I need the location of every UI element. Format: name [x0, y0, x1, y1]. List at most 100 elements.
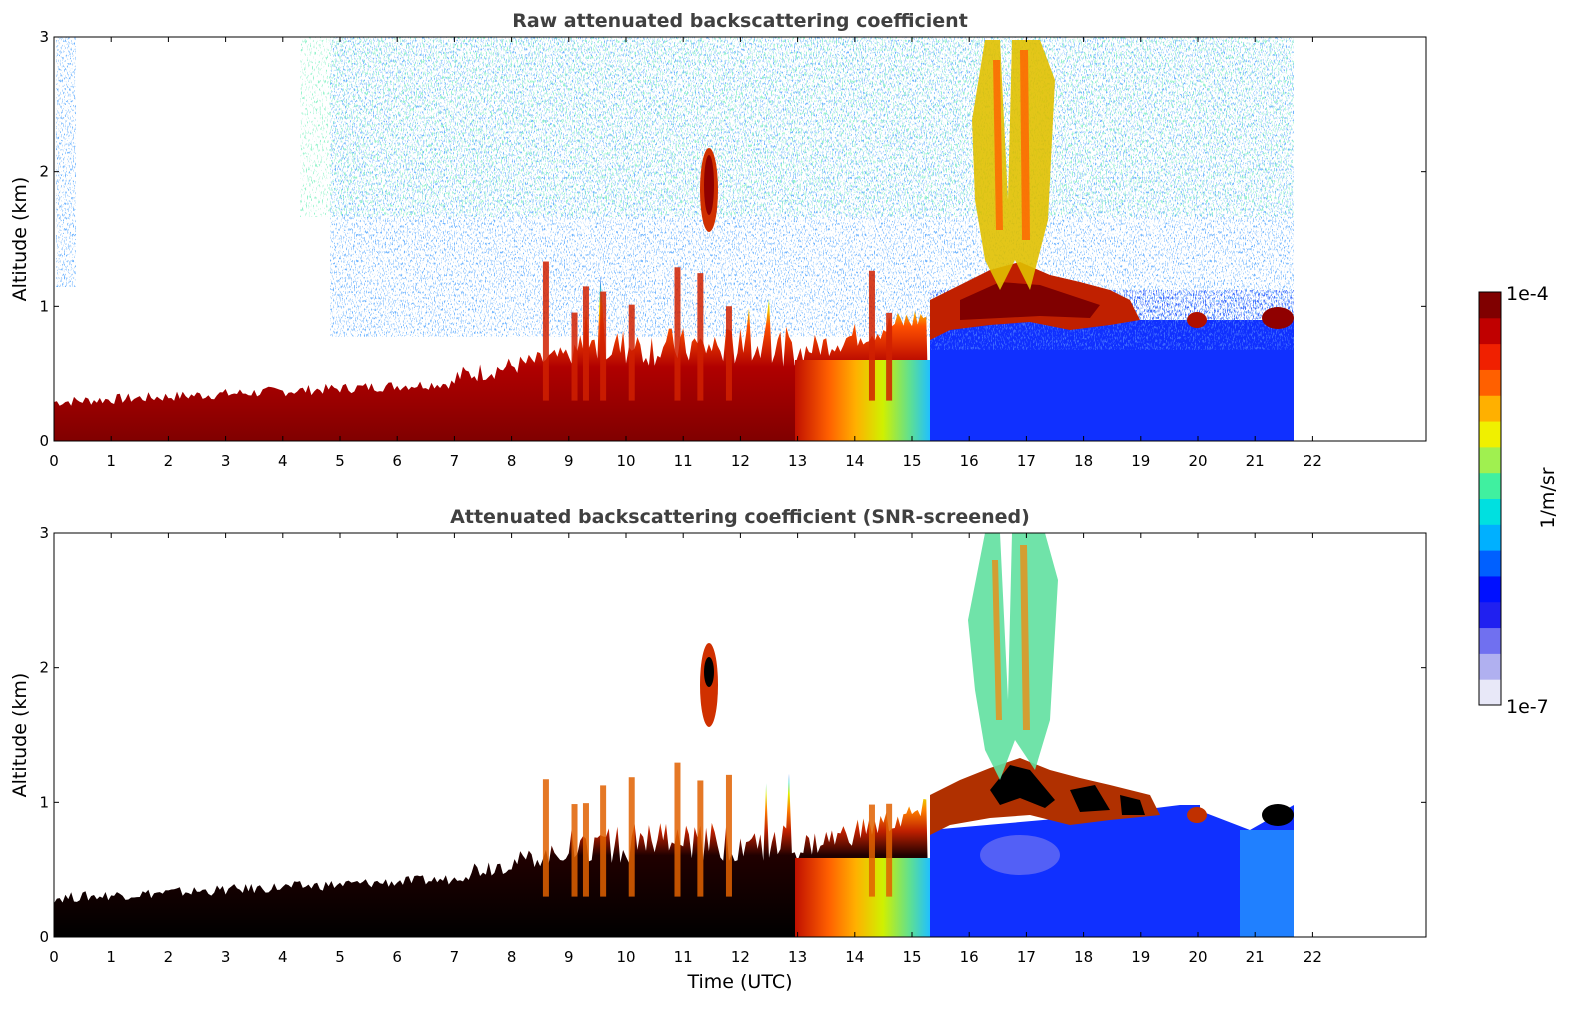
panel2-x-tick-label: 19 — [1131, 948, 1150, 966]
panel1-x-tick-label: 5 — [335, 452, 345, 470]
panel2-x-tick-label: 16 — [960, 948, 979, 966]
colorbar-band — [1479, 524, 1501, 551]
panel2-x-tick-label: 21 — [1246, 948, 1265, 966]
panel2-x-tick-label: 2 — [164, 948, 174, 966]
panel1-streak — [582, 286, 589, 401]
panel2-x-tick-label: 11 — [674, 948, 693, 966]
panel1-title: Raw attenuated backscattering coefficien… — [512, 10, 968, 32]
panel2-title: Attenuated backscattering coefficient (S… — [450, 506, 1030, 528]
panel2-x-tick-label: 10 — [616, 948, 635, 966]
panel2-mixed-layer — [795, 858, 930, 937]
panel2-streak — [542, 779, 549, 897]
panel1-streak — [628, 304, 635, 401]
panel1-streak — [725, 306, 732, 401]
colorbar-band — [1479, 575, 1501, 603]
panel1-x-tick-label: 12 — [731, 452, 750, 470]
panel1-x-tick-label: 0 — [49, 452, 59, 470]
colorbar-band — [1479, 653, 1501, 680]
panel1-boundary-layer — [54, 276, 930, 441]
panel1-x-tick-label: 15 — [902, 452, 921, 470]
panel2-y-axis: 0 1 2 3 — [39, 524, 1426, 946]
panel1-streaks — [542, 261, 893, 401]
panel1-streak — [571, 312, 578, 401]
panel2-y-tick-label: 0 — [39, 928, 49, 946]
colorbar-band — [1479, 550, 1501, 577]
panel2-streak — [674, 762, 681, 897]
panel1-mixed-layer — [795, 360, 930, 441]
panel2-y-tick-label: 1 — [39, 793, 49, 811]
panel1-x-tick-label: 3 — [221, 452, 231, 470]
colorbar-band — [1479, 472, 1501, 499]
panel1-x-tick-label: 4 — [278, 452, 288, 470]
panel1-x-tick-label: 18 — [1074, 452, 1093, 470]
panel1-y-axis: 0 1 2 3 — [39, 28, 1426, 450]
panel1-x-tick-label: 9 — [564, 452, 574, 470]
raw-backscatter-panel: Raw attenuated backscattering coefficien… — [9, 10, 1427, 470]
panel1-x-tick-label: 11 — [674, 452, 693, 470]
panel1-ylabel: Altitude (km) — [9, 177, 31, 302]
panel1-y-tick-label: 2 — [39, 163, 49, 181]
panel2-streak — [886, 803, 893, 897]
panel2-x-tick-label: 15 — [902, 948, 921, 966]
panel1-streak — [674, 267, 681, 401]
panel2-x-tick-label: 0 — [49, 948, 59, 966]
colorbar-band — [1479, 421, 1501, 448]
panel1-y-tick-label: 0 — [39, 432, 49, 450]
panel1-x-tick-label: 16 — [960, 452, 979, 470]
panel1-streak — [600, 291, 607, 401]
colorbar: 1e-4 1e-7 1/m/sr — [1478, 283, 1559, 718]
panel2-y-tick-label: 2 — [39, 659, 49, 677]
colorbar-band — [1479, 679, 1501, 706]
panel1-high-plumes — [972, 40, 1055, 290]
snr-screened-panel: Attenuated backscattering coefficient (S… — [9, 506, 1427, 993]
colorbar-band — [1479, 601, 1501, 629]
panel2-boundary-layer — [54, 773, 930, 937]
panel2-x-tick-label: 5 — [335, 948, 345, 966]
panel1-x-tick-label: 13 — [788, 452, 807, 470]
panel2-x-tick-label: 18 — [1074, 948, 1093, 966]
panel1-streak — [886, 312, 893, 401]
panel2-x-tick-label: 22 — [1303, 948, 1322, 966]
panel2-streak — [725, 774, 732, 897]
panel2-streak — [600, 785, 607, 897]
colorbar-band — [1479, 395, 1501, 422]
panel2-x-tick-label: 13 — [788, 948, 807, 966]
panel1-x-tick-label: 1 — [106, 452, 116, 470]
panel1-x-tick-label: 21 — [1246, 452, 1265, 470]
colorbar-band — [1479, 292, 1501, 319]
panel2-x-tick-label: 7 — [450, 948, 460, 966]
panel2-x-axis: 0 1 2 3 4 5 6 7 8 9 10 11 12 13 14 15 16 17 18 19 20 21 22 — [49, 533, 1322, 966]
panel2-x-tick-label: 17 — [1017, 948, 1036, 966]
panel1-streak — [868, 270, 875, 401]
panel2-heatmap — [54, 533, 1426, 937]
panel1-streak — [542, 261, 549, 401]
panel2-streak — [571, 804, 578, 897]
panel1-x-tick-label: 14 — [845, 452, 864, 470]
colorbar-unit-label: 1/m/sr — [1537, 467, 1559, 528]
panel1-x-tick-label: 22 — [1303, 452, 1322, 470]
panel2-x-tick-label: 12 — [731, 948, 750, 966]
panel1-x-tick-label: 2 — [164, 452, 174, 470]
panel1-noise-early — [56, 37, 76, 287]
panel1-x-tick-label: 19 — [1131, 452, 1150, 470]
panel1-x-tick-label: 17 — [1017, 452, 1036, 470]
panel2-ylabel: Altitude (km) — [9, 673, 31, 798]
panel2-x-tick-label: 8 — [507, 948, 517, 966]
colorbar-band — [1479, 369, 1501, 396]
panel2-high-plumes — [968, 533, 1058, 780]
colorbar-max-label: 1e-4 — [1506, 283, 1549, 305]
panel2-y-tick-label: 3 — [39, 524, 49, 542]
panel2-x-tick-label: 6 — [392, 948, 402, 966]
panel2-streak — [697, 780, 704, 897]
panel2-streaks — [542, 762, 893, 897]
panel2-x-tick-label: 9 — [564, 948, 574, 966]
panel1-noise-cyan — [300, 37, 1294, 217]
panel2-x-tick-label: 1 — [106, 948, 116, 966]
panel2-streak — [868, 804, 875, 897]
panel2-xlabel: Time (UTC) — [686, 971, 792, 993]
panel2-x-tick-label: 20 — [1188, 948, 1207, 966]
colorbar-band — [1479, 627, 1501, 654]
panel1-y-tick-label: 1 — [39, 297, 49, 315]
colorbar-band — [1479, 446, 1501, 474]
